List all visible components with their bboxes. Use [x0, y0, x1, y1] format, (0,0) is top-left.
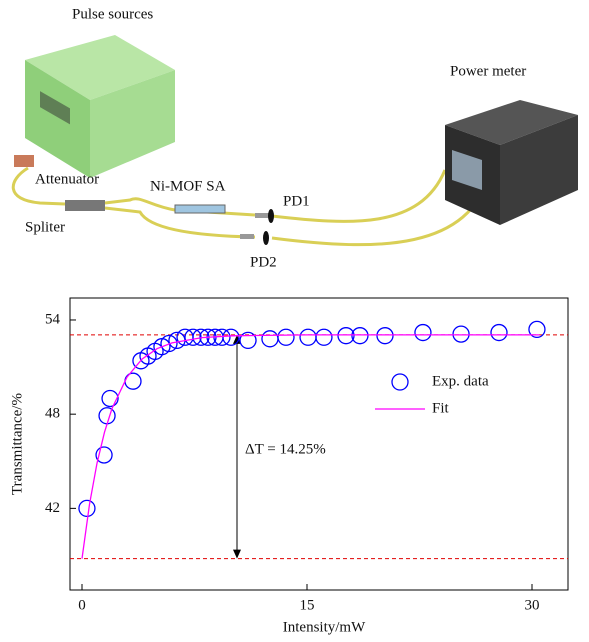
sa-tube [175, 205, 225, 213]
data-point [491, 325, 507, 341]
label: Pulse sources [72, 6, 153, 22]
label: PD2 [250, 254, 277, 270]
legend-label: Exp. data [432, 373, 489, 389]
y-tick-label: 54 [45, 311, 61, 327]
data-point [125, 373, 141, 389]
data-point [415, 325, 431, 341]
label: Ni-MOF SA [150, 178, 226, 194]
label: Spliter [25, 219, 65, 235]
x-axis-label: Intensity/mW [283, 619, 366, 635]
x-tick-label: 15 [300, 597, 315, 613]
data-point [300, 329, 316, 345]
data-point [278, 329, 294, 345]
data-point [79, 500, 95, 516]
label: Power meter [450, 63, 526, 79]
pd1-head [255, 213, 269, 218]
data-point [99, 408, 115, 424]
x-tick-label: 30 [525, 597, 540, 613]
legend-label: Fit [432, 400, 450, 416]
setup-diagram: Pulse sources Power meter Attenuator Ni-… [13, 6, 578, 270]
data-point [102, 390, 118, 406]
pd2 [263, 231, 269, 245]
pd1 [268, 209, 274, 223]
attenuator-box [14, 155, 34, 167]
data-point [316, 329, 332, 345]
page: Pulse sources Power meter Attenuator Ni-… [0, 0, 589, 642]
data-point [262, 331, 278, 347]
y-tick-label: 48 [45, 406, 60, 422]
label: PD1 [283, 193, 310, 209]
figure: Pulse sources Power meter Attenuator Ni-… [0, 0, 589, 642]
pd2-head [240, 234, 254, 239]
data-point [377, 328, 393, 344]
y-axis-label: Transmittance/% [9, 393, 25, 495]
y-tick-label: 42 [45, 500, 60, 516]
label: Attenuator [35, 171, 99, 187]
x-tick-label: 0 [78, 597, 86, 613]
data-point [453, 326, 469, 342]
annotation: ΔT = 14.25% [245, 441, 326, 457]
legend-marker [392, 374, 408, 390]
splitter-box [65, 200, 105, 211]
